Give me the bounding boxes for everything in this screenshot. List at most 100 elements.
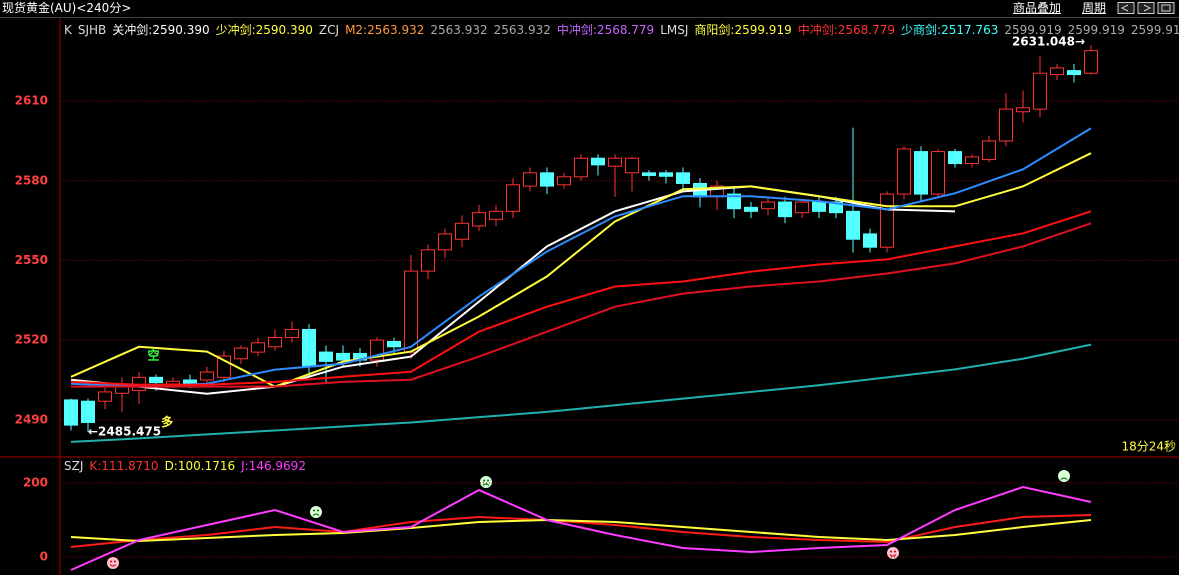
header-item: J:146.9692: [241, 459, 306, 473]
header-item: 商阳剑:2599.919: [694, 23, 792, 37]
candle-body: [608, 157, 622, 167]
y-tick-label: 2490: [15, 412, 48, 426]
timer: 18分24秒: [1121, 440, 1176, 454]
header-item: 2599.919: [1004, 23, 1062, 37]
header-item: LMSJ: [660, 23, 689, 37]
header-item: 少商剑:2517.763: [901, 23, 999, 37]
window-buttons[interactable]: [1117, 2, 1175, 14]
candle-body: [931, 151, 945, 195]
candle-body: [1050, 67, 1064, 76]
candle-body: [880, 193, 894, 248]
candle-body: [404, 270, 418, 353]
moving-average: [71, 222, 1092, 388]
candle-body: [727, 193, 741, 210]
candle-body: [965, 156, 979, 165]
header-item: 2563.932: [493, 23, 551, 37]
candle-body: [472, 212, 486, 227]
candle-body: [846, 210, 860, 240]
header-item: 2599.919: [1130, 23, 1179, 37]
candle-body: [251, 342, 265, 353]
candle-body: [982, 140, 996, 161]
indicator-header: SZJ K:111.8710 D:100.1716 J:146.9692: [64, 459, 312, 473]
indicator-line: [70, 486, 1092, 571]
y-tick-label: 2580: [15, 173, 48, 187]
candle-body: [744, 206, 758, 212]
header-item: K:111.8710: [89, 459, 159, 473]
candle-body: [523, 172, 537, 187]
candle-body: [591, 157, 605, 166]
candle-body: [319, 351, 333, 362]
header-item: 关冲剑:2590.390: [112, 23, 210, 37]
indicator-line: [70, 519, 1092, 543]
candle-body: [948, 151, 962, 165]
candle-body: [863, 233, 877, 248]
candle-body: [285, 329, 299, 338]
y-tick-label: 0: [40, 550, 48, 564]
candle-body: [336, 352, 350, 361]
candle-body: [64, 399, 78, 426]
candle-body: [149, 376, 163, 384]
window-title: 现货黄金(AU)<240分>: [2, 1, 132, 15]
moving-average: [70, 127, 1092, 388]
candle-body: [1084, 50, 1098, 74]
title-bar: 现货黄金(AU)<240分> 商品叠加 周期: [0, 0, 1179, 18]
moving-average: [70, 210, 1092, 386]
candle-body: [659, 172, 673, 177]
candle-body: [540, 172, 554, 187]
candle-body: [438, 233, 452, 251]
candle-body: [829, 201, 843, 214]
candle-body: [812, 201, 826, 212]
indicator-header: K SJHB 关冲剑:2590.390 少冲剑:2590.390 ZCJ M2:2563.…: [64, 21, 1179, 38]
candle-body: [897, 148, 911, 195]
candle-body: [676, 172, 690, 184]
candle-body: [98, 391, 112, 402]
header-item: 2563.932: [430, 23, 488, 37]
menu-item[interactable]: 商品叠加: [1013, 1, 1062, 15]
candle-body: [574, 157, 588, 178]
candle-body: [999, 108, 1013, 142]
candle-body: [625, 157, 639, 174]
candle-body: [506, 184, 520, 212]
header-item: ZCJ: [318, 23, 340, 37]
candle-body: [1067, 70, 1081, 76]
moving-average: [70, 152, 1092, 388]
header-item: 2599.919: [1067, 23, 1125, 37]
candle-body: [914, 151, 928, 195]
candle-body: [387, 340, 401, 348]
candle-body: [455, 222, 469, 240]
header-item: 中冲剑:2568.779: [556, 23, 655, 37]
annotation: 多: [161, 414, 173, 429]
y-tick-label: 2550: [15, 253, 48, 267]
annotation: 空: [148, 348, 160, 363]
header-item: D:100.1716: [164, 459, 236, 473]
header-item: SZJ: [64, 459, 84, 473]
annotation: 2631.048→: [1012, 35, 1085, 49]
candle-body: [166, 380, 180, 385]
candle-body: [489, 210, 503, 220]
candle-body: [234, 347, 248, 360]
candle-body: [421, 249, 435, 272]
annotation: ←2485.475: [88, 424, 161, 438]
candle-body: [268, 336, 282, 348]
y-tick-label: 200: [23, 476, 48, 490]
indicator-line: [70, 514, 1092, 549]
header-item: K: [64, 23, 72, 37]
menu-item[interactable]: 周期: [1082, 1, 1107, 15]
header-item: 少冲剑:2590.390: [215, 23, 313, 37]
candle-body: [795, 201, 809, 214]
header-item: SJHB: [77, 23, 107, 37]
candle-body: [200, 371, 214, 381]
candle-body: [302, 329, 316, 368]
candle-body: [778, 201, 792, 218]
candle-body: [81, 400, 95, 423]
smiley-icons: [107, 470, 1070, 569]
moving-average: [70, 343, 1092, 443]
candle-body: [761, 201, 775, 210]
candle-body: [642, 172, 656, 176]
candle-body: [1033, 72, 1047, 110]
header-item: M2:2563.932: [345, 23, 425, 37]
header-item: 中冲剑:2568.779: [797, 23, 896, 37]
y-tick-label: 2610: [15, 94, 48, 108]
